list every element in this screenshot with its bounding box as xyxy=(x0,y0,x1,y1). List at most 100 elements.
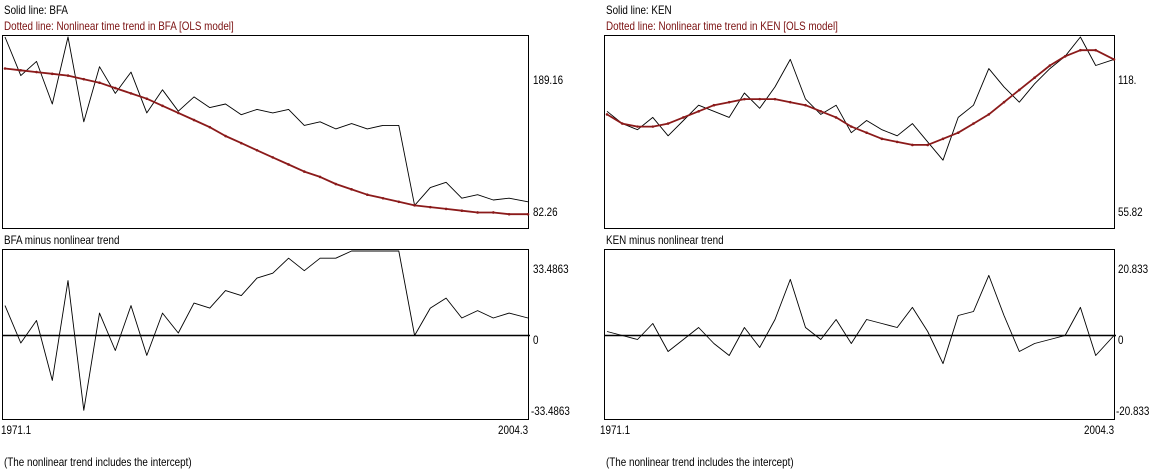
ken-top-trend-point xyxy=(651,125,655,128)
bfa-bottom-max-label: 33.4863 xyxy=(533,262,569,276)
bfa-top-trend-point xyxy=(192,118,196,122)
bfa-top-trend-point xyxy=(98,81,101,85)
bfa-top-trend-point xyxy=(429,205,432,209)
ken-top-trend-point xyxy=(758,97,762,101)
bfa-top-trend-point xyxy=(366,193,369,196)
ken-top-trend-point xyxy=(636,125,639,128)
ken-bottom-panel xyxy=(604,249,1116,420)
ken-top-trend-point xyxy=(788,100,792,104)
bfa-dotted-label: Dotted line: Nonlinear time trend in BFA… xyxy=(4,19,234,33)
bfa-top-trend-point xyxy=(476,211,479,214)
bfa-minus-series-line xyxy=(4,250,529,411)
bfa-minus-label: BFA minus nonlinear trend xyxy=(4,233,120,247)
ken-top-trend-point xyxy=(682,116,685,119)
ken-top-trend-point xyxy=(941,137,945,141)
ken-top-trend-point xyxy=(620,122,624,125)
ken-top-trend-point xyxy=(1048,64,1052,67)
bfa-top-trend-point xyxy=(66,74,70,77)
ken-footnote: (The nonlinear trend includes the interc… xyxy=(606,455,794,469)
bfa-top-trend-point xyxy=(460,209,464,212)
bfa-top-trend-point xyxy=(397,200,401,204)
ken-top-trend-point xyxy=(1112,58,1116,61)
bfa-top-trend-point xyxy=(492,211,495,214)
bfa-top-trend-point xyxy=(271,156,275,159)
ken-bottom-min-label: -20.833 xyxy=(1116,404,1150,418)
ken-solid-label: Solid line: KEN xyxy=(606,3,672,17)
ken-top-trend-point xyxy=(1002,100,1006,104)
ken-top-trend-point xyxy=(804,103,807,107)
bfa-top-trend-point xyxy=(526,212,530,216)
ken-top-trend-point xyxy=(1094,48,1097,52)
ken-dotted-label: Dotted line: Nonlinear time trend in KEN… xyxy=(606,19,838,33)
ken-top-series-line xyxy=(606,36,1115,161)
bfa-top-trend-point xyxy=(444,207,448,211)
ken-top-trend-point xyxy=(712,103,716,107)
bfa-top-trend-point xyxy=(145,97,149,101)
bfa-top-trend-point xyxy=(350,188,353,191)
ken-bottom-plot xyxy=(605,274,1116,365)
ken-bottom-max-label: 20.833 xyxy=(1118,262,1149,276)
bfa-top-trend-point xyxy=(334,182,338,186)
bfa-top-trend-point xyxy=(255,148,259,152)
bfa-top-plot xyxy=(3,36,530,216)
ken-top-trend-point xyxy=(1063,55,1067,58)
ken-bottom-zero-label: 0 xyxy=(1118,333,1124,347)
bfa-top-min-label: 82.26 xyxy=(533,205,558,219)
bfa-top-trend-point xyxy=(113,86,117,90)
bfa-top-trend-point xyxy=(413,204,416,207)
bfa-top-trend-point xyxy=(507,212,511,216)
ken-top-trend-point xyxy=(834,116,838,119)
ken-top-panel xyxy=(604,35,1116,229)
bfa-top-trend-point xyxy=(82,77,86,81)
ken-minus-series-line xyxy=(606,274,1115,365)
ken-top-trend-point xyxy=(727,100,731,104)
ken-top-trend-point xyxy=(1033,76,1036,80)
ken-top-trend-point xyxy=(743,97,746,101)
bfa-bottom-zero-label: 0 xyxy=(533,333,539,347)
ken-minus-label: KEN minus nonlinear trend xyxy=(606,233,724,247)
bfa-top-trend-point xyxy=(3,67,7,70)
ken-top-max-label: 118. xyxy=(1118,73,1137,87)
bfa-footnote: (The nonlinear trend includes the interc… xyxy=(4,455,192,469)
ken-top-trend-point xyxy=(605,113,609,116)
ken-top-trend-point xyxy=(880,137,884,141)
ken-top-trend-line xyxy=(606,49,1115,146)
bfa-top-trend-point xyxy=(303,170,306,173)
ken-top-trend-point xyxy=(819,110,823,113)
ken-top-trend-point xyxy=(911,143,914,147)
bfa-bottom-min-label: -33.4863 xyxy=(531,404,570,418)
ken-top-min-label: 55.82 xyxy=(1118,205,1143,219)
bfa-top-trend-point xyxy=(50,72,54,76)
ken-top-plot xyxy=(605,36,1116,161)
bfa-top-panel xyxy=(2,35,530,229)
bfa-x-end-label: 2004.3 xyxy=(498,423,529,437)
ken-top-trend-point xyxy=(895,140,899,144)
bfa-top-trend-point xyxy=(287,163,290,166)
ken-top-trend-point xyxy=(773,97,777,101)
bfa-top-series-line xyxy=(4,36,529,206)
ken-top-trend-point xyxy=(972,122,975,125)
ken-top-trend-point xyxy=(865,131,868,135)
ken-top-trend-point xyxy=(666,122,670,125)
bfa-top-trend-point xyxy=(19,68,23,72)
ken-top-trend-point xyxy=(987,113,991,116)
bfa-x-start-label: 1971.1 xyxy=(1,423,32,437)
bfa-top-trend-point xyxy=(176,111,180,115)
ken-top-trend-point xyxy=(956,131,960,135)
bfa-bottom-panel xyxy=(2,249,530,420)
ken-top-trend-point xyxy=(697,110,700,113)
ken-top-trend-point xyxy=(926,143,929,147)
bfa-top-trend-point xyxy=(381,196,385,200)
bfa-top-trend-point xyxy=(208,125,212,129)
bfa-top-trend-point xyxy=(161,104,164,108)
bfa-solid-label: Solid line: BFA xyxy=(4,3,68,17)
bfa-top-trend-point xyxy=(318,175,322,179)
ken-x-start-label: 1971.1 xyxy=(600,423,631,437)
ken-x-end-label: 2004.3 xyxy=(1084,423,1115,437)
bfa-top-trend-line xyxy=(4,67,528,216)
bfa-top-max-label: 189.16 xyxy=(533,73,564,87)
ken-top-trend-point xyxy=(1018,88,1021,92)
bfa-top-trend-point xyxy=(239,141,243,145)
bfa-bottom-plot xyxy=(3,250,530,411)
bfa-top-trend-point xyxy=(129,92,133,95)
